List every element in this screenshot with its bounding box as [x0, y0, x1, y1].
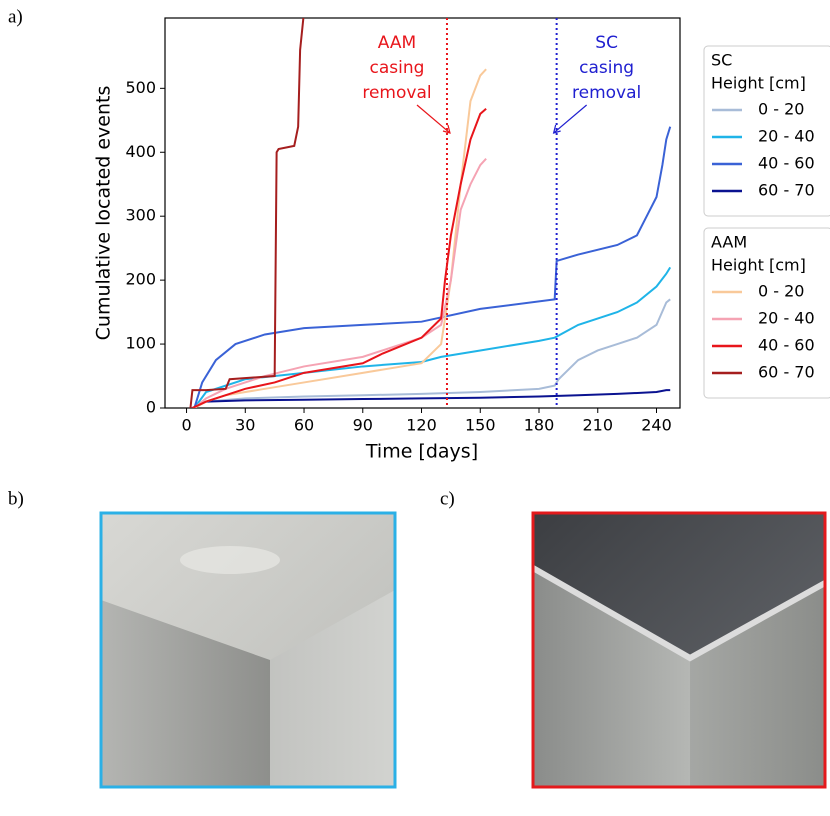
x-tick-label: 30: [235, 416, 255, 435]
x-tick-label: 120: [406, 416, 437, 435]
y-tick-label: 300: [125, 206, 156, 225]
y-tick-label: 100: [125, 334, 156, 353]
y-axis-label: Cumulative located events: [93, 86, 115, 341]
x-tick-label: 90: [353, 416, 373, 435]
legend-label: 0 - 20: [758, 100, 804, 119]
legend-label: 0 - 20: [758, 282, 804, 301]
x-axis-label: Time [days]: [365, 441, 478, 463]
x-tick-label: 0: [181, 416, 191, 435]
legend-subtitle: Height [cm]: [711, 256, 806, 275]
x-tick-label: 210: [582, 416, 613, 435]
annotation-arrow: [417, 105, 450, 133]
legend-label: 40 - 60: [758, 336, 815, 355]
annotation-arrow: [554, 105, 587, 133]
x-tick-label: 150: [465, 416, 496, 435]
annotation: removal: [362, 83, 431, 103]
y-tick-label: 200: [125, 270, 156, 289]
annotation: removal: [572, 83, 641, 103]
x-tick-label: 180: [524, 416, 555, 435]
legend-title: AAM: [711, 233, 747, 252]
x-tick-label: 60: [294, 416, 314, 435]
series-line: [194, 267, 670, 408]
legend-title: SC: [711, 51, 732, 70]
annotation: casing: [370, 58, 425, 78]
panel-label: a): [8, 6, 23, 27]
y-tick-label: 0: [146, 398, 156, 417]
figure: a) b) c) Time [days] Cumulative located …: [0, 0, 830, 816]
panel-label: c): [440, 488, 455, 509]
series-line: [190, 12, 304, 408]
legend-label: 60 - 70: [758, 363, 815, 382]
panel-label: b): [8, 488, 24, 509]
annotation: SC: [595, 33, 618, 53]
annotation: casing: [579, 58, 634, 78]
annotation: AAM: [378, 33, 416, 53]
legend-label: 60 - 70: [758, 181, 815, 200]
legend-label: 20 - 40: [758, 309, 815, 328]
legend-label: 20 - 40: [758, 127, 815, 146]
photo-sc: [101, 513, 395, 787]
chart: a) b) c) Time [days] Cumulative located …: [0, 0, 830, 816]
series-line: [194, 159, 486, 408]
series-line: [194, 127, 670, 408]
photo-aam: [533, 513, 825, 787]
legend-subtitle: Height [cm]: [711, 74, 806, 93]
y-tick-label: 500: [125, 78, 156, 97]
y-tick-label: 400: [125, 142, 156, 161]
x-tick-label: 240: [641, 416, 672, 435]
series-line: [192, 109, 486, 408]
legend-label: 40 - 60: [758, 154, 815, 173]
